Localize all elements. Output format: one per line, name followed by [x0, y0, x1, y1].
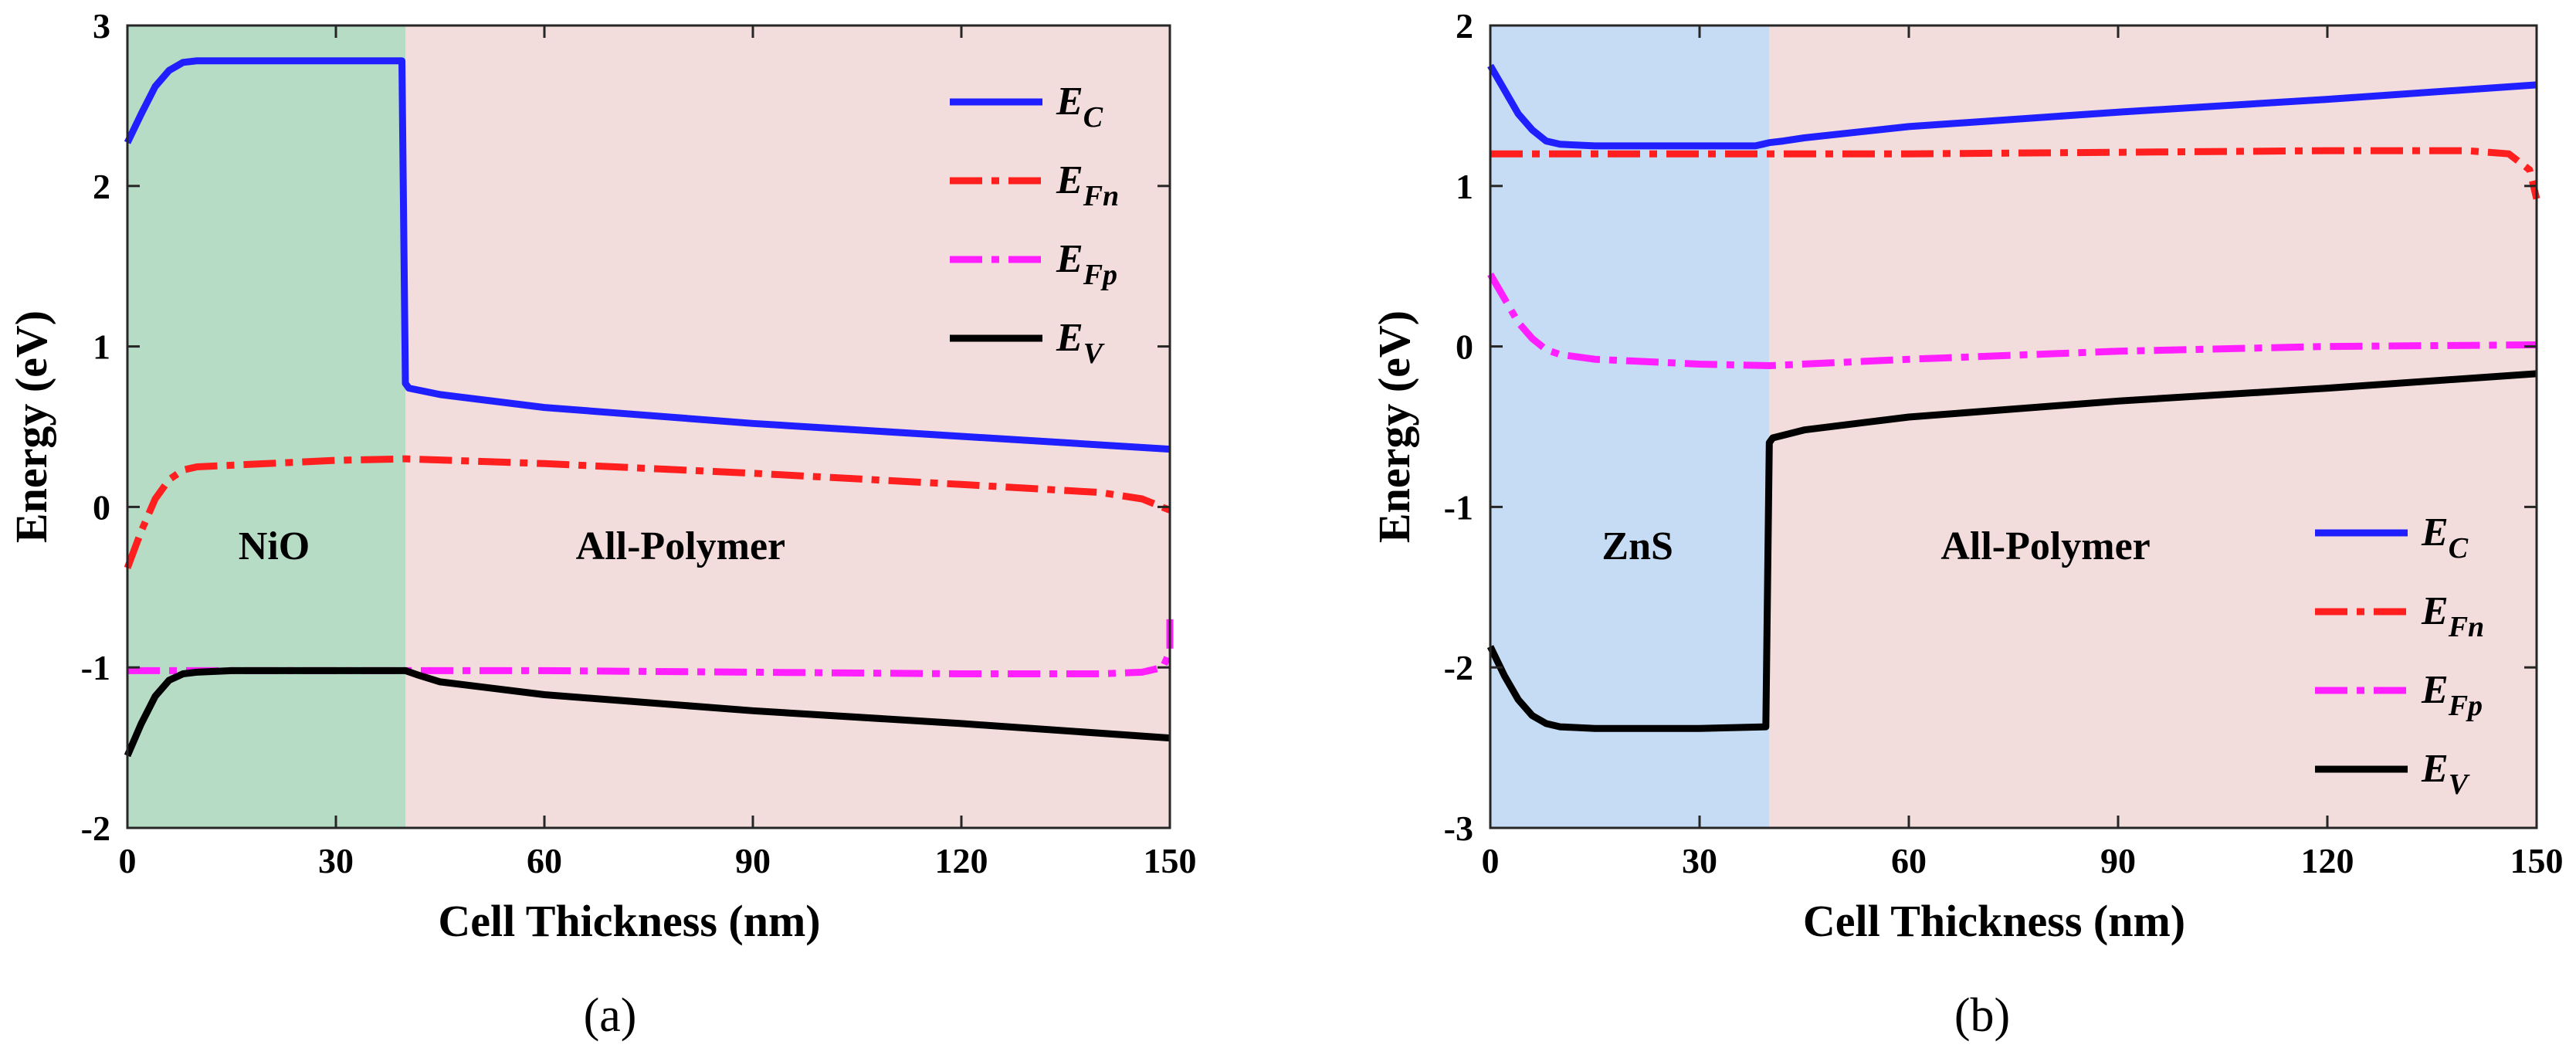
y-tick-label: -1: [1444, 487, 1473, 527]
y-tick-label: 0: [93, 487, 110, 527]
legend-label: EV: [1056, 316, 1105, 370]
legend-label: EFp: [2421, 668, 2483, 722]
region-label-all-polymer: All-Polymer: [1940, 524, 2150, 568]
series-lines: [124, 57, 1174, 758]
legend-subscript: Fn: [1083, 180, 1119, 212]
region-label-zns: ZnS: [1602, 524, 1673, 568]
y-tick-label: -2: [81, 809, 110, 848]
y-tick-label: 3: [93, 6, 110, 46]
legend-symbol: E: [2421, 510, 2449, 555]
chart-panel-a: 0 30 60 90 120 150 -2 -1 0 1 2 3 NiO All-Polymer Cel…: [6, 6, 1197, 1042]
region-nio: [127, 25, 405, 828]
x-axis-label: Cell Thickness (nm): [1803, 896, 2185, 946]
region-backgrounds: [127, 25, 1170, 828]
legend-subscript: Fp: [1083, 259, 1117, 291]
x-axis-label: Cell Thickness (nm): [438, 896, 820, 946]
series-line-e-fn: [124, 455, 1171, 569]
legend-symbol: E: [2421, 747, 2449, 791]
legend-symbol: E: [1056, 80, 1083, 124]
series-line-e-fn: [1490, 147, 2540, 200]
x-tick-label: 60: [527, 841, 562, 880]
legend-subscript: Fn: [2448, 611, 2484, 643]
x-tick-label: 60: [1891, 841, 1927, 880]
legend-label: EFn: [2421, 589, 2484, 643]
legend-label: EFp: [1056, 237, 1117, 291]
series-line-e-v: [124, 666, 1171, 758]
y-axis-label: Energy (eV): [1369, 310, 1419, 543]
y-tick-label: 2: [93, 167, 110, 206]
x-tick-label: 90: [735, 841, 771, 880]
legend-subscript: C: [2449, 532, 2469, 565]
legend-label: EC: [1056, 80, 1103, 134]
region-label-all-polymer: All-Polymer: [576, 524, 785, 568]
region-label-nio: NiO: [239, 524, 310, 568]
plot-frame: [1489, 24, 2538, 829]
plot-frame: [126, 24, 1171, 829]
x-tick-label: 90: [2100, 841, 2136, 880]
legend-symbol: E: [1056, 158, 1083, 202]
y-tick-label: -1: [81, 648, 110, 687]
legend-label: EFn: [1056, 158, 1119, 212]
region-backgrounds: [1490, 25, 2537, 828]
y-tick-label: -2: [1444, 648, 1473, 687]
legend-symbol: E: [2421, 668, 2449, 712]
series-line-e-fp: [1487, 272, 2537, 369]
y-tick-label: 1: [1456, 167, 1473, 206]
legend-symbol: E: [2421, 589, 2449, 633]
y-tick-label: 2: [1456, 6, 1473, 46]
legend-subscript: V: [1083, 337, 1105, 370]
y-axis-label: Energy (eV): [6, 310, 56, 543]
axis-ticks: 0 30 60 90 120 150 -2 -1 0 1 2 3: [81, 6, 1197, 880]
legend-label: EC: [2421, 510, 2469, 565]
y-tick-label: -3: [1444, 809, 1473, 848]
series-lines: [1486, 63, 2540, 732]
legend-subscript: Fp: [2448, 690, 2483, 722]
legend-subscript: V: [2449, 768, 2470, 801]
y-tick-label: 1: [93, 327, 110, 367]
x-tick-label: 150: [1144, 841, 1197, 880]
x-tick-label: 150: [2510, 841, 2564, 880]
legend-label: EV: [2421, 747, 2470, 801]
series-line-e-c: [1487, 63, 2537, 150]
region-all-polymer: [1769, 25, 2537, 828]
x-tick-label: 30: [318, 841, 354, 880]
region-zns: [1490, 25, 1770, 828]
x-tick-label: 30: [1682, 841, 1717, 880]
y-tick-label: 0: [1456, 327, 1473, 367]
x-tick-label: 0: [1482, 841, 1500, 880]
chart-panel-b: 0 30 60 90 120 150 -3 -2 -1 0 1 2 ZnS All-Polymer Ce…: [1369, 6, 2564, 1042]
series-line-e-v: [1486, 370, 2537, 732]
legend-subscript: C: [1083, 101, 1103, 134]
panel-caption: (a): [584, 989, 637, 1042]
region-labels: ZnS All-Polymer: [1602, 524, 2150, 568]
legend-symbol: E: [1056, 316, 1083, 360]
panel-caption: (b): [1954, 989, 2010, 1042]
region-labels: NiO All-Polymer: [239, 524, 785, 568]
x-tick-label: 120: [935, 841, 988, 880]
series-line-e-c: [124, 57, 1171, 453]
x-tick-label: 0: [119, 841, 137, 880]
x-tick-label: 120: [2301, 841, 2354, 880]
legend-symbol: E: [1056, 237, 1083, 281]
axis-ticks: 0 30 60 90 120 150 -3 -2 -1 0 1 2: [1444, 6, 2564, 880]
